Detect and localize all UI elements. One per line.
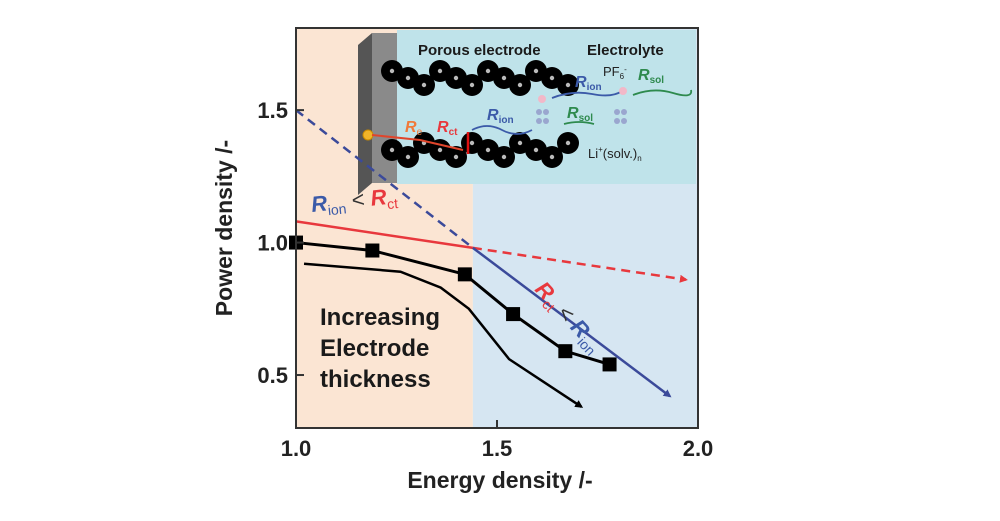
particle-highlight: [565, 82, 571, 88]
particle-highlight: [501, 75, 507, 81]
particle-highlight: [485, 68, 491, 74]
particle-highlight: [565, 140, 571, 146]
series-line-4: [295, 109, 474, 249]
rsol-outer-arrow: [632, 89, 693, 97]
particle-highlight: [517, 82, 523, 88]
x-tick-label: 2.0: [683, 436, 714, 461]
particle-highlight: [437, 147, 443, 153]
pf6-ion-icon: [538, 95, 546, 103]
pf6-ion-icon: [619, 87, 627, 95]
series-line-3: [472, 246, 688, 283]
label-rion-outer: Rion: [575, 74, 602, 93]
particle-highlight: [549, 154, 555, 160]
series-line-1: [303, 262, 584, 408]
particle-highlight: [485, 147, 491, 153]
particle-highlight: [469, 82, 475, 88]
x-tick-label: 1.0: [281, 436, 312, 461]
particle-highlight: [501, 154, 507, 160]
series-line-2: [295, 220, 474, 250]
particle-highlight: [453, 154, 459, 160]
electron-source-icon: [362, 129, 374, 141]
rsol-inner-arrow: [563, 121, 595, 125]
rion-inner-arrow: [471, 125, 533, 135]
axis-ticks: 1.0 1.5 2.0 0.5 1.0 1.5: [257, 98, 713, 461]
rion-outer-arrow: [551, 90, 623, 99]
electrode-particles: [381, 60, 579, 168]
series-layer: [289, 109, 688, 408]
series-line-0: [295, 241, 610, 366]
particle-highlight: [533, 68, 539, 74]
label-rsol-inner: Rsol: [567, 105, 593, 124]
particle-highlight: [437, 68, 443, 74]
inset-title-electrode: Porous electrode: [418, 42, 541, 59]
electron-path: [371, 134, 464, 151]
particle-highlight: [533, 147, 539, 153]
data-point: [602, 357, 617, 372]
annotation-line-1: Increasing: [320, 304, 440, 331]
particle-highlight: [389, 68, 395, 74]
particle-highlight: [469, 140, 475, 146]
label-li-solv: Li+(solv.)n: [588, 145, 642, 163]
x-axis-label: Energy density /-: [407, 467, 592, 493]
y-tick-label: 1.5: [257, 98, 288, 123]
y-tick-label: 1.0: [257, 231, 288, 256]
series-line-5: [472, 246, 672, 398]
particle-highlight: [517, 140, 523, 146]
y-tick-label: 0.5: [257, 363, 288, 388]
y-axis-label: Power density /-: [211, 140, 237, 316]
annotation-line-3: thickness: [320, 366, 431, 393]
particle-highlight: [453, 75, 459, 81]
data-point: [558, 344, 573, 359]
particle-highlight: [405, 154, 411, 160]
label-re: Re: [405, 119, 423, 138]
data-point: [457, 267, 472, 282]
particle-highlight: [549, 75, 555, 81]
label-pf6: PF6-: [603, 64, 627, 81]
annotation-thickness: Increasing Electrode thickness: [320, 304, 440, 393]
inset-title-electrolyte: Electrolyte: [587, 42, 664, 59]
current-collector-side: [358, 33, 372, 195]
particle-highlight: [421, 82, 427, 88]
particle-highlight: [389, 147, 395, 153]
data-point: [365, 243, 380, 258]
annotation-rion-lt-rct: Rion < Rct: [310, 183, 399, 220]
particle-highlight: [405, 75, 411, 81]
annotation-line-2: Electrode: [320, 335, 429, 362]
x-tick-label: 1.5: [482, 436, 513, 461]
data-point: [506, 307, 521, 322]
label-rsol-outer: Rsol: [638, 67, 664, 86]
label-rion-inner: Rion: [487, 107, 514, 126]
label-rct: Rct: [437, 119, 458, 138]
inset-schematic: Porous electrode Electrolyte Re Rct Rion…: [358, 30, 696, 195]
solvated-li-icons: [536, 109, 627, 124]
